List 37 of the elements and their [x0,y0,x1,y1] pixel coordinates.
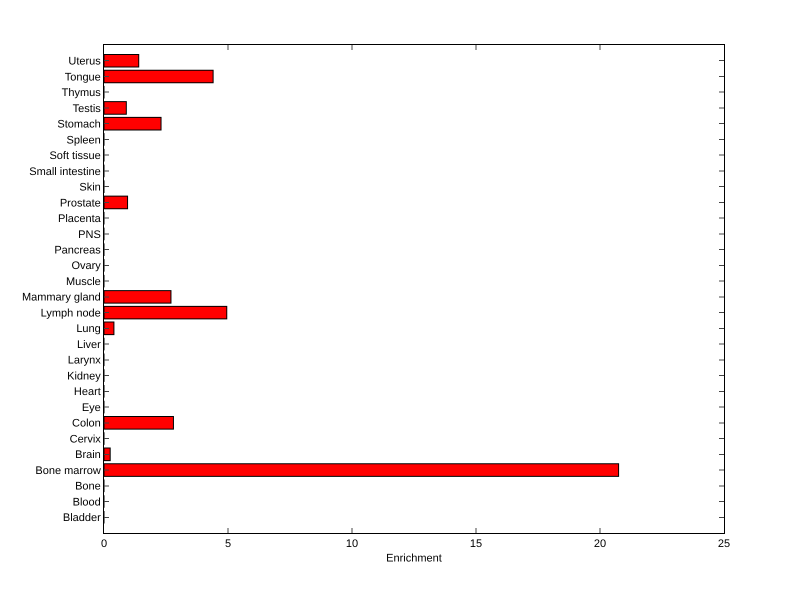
x-axis-title: Enrichment [386,552,442,564]
y-tick-label: Small intestine [29,166,101,178]
y-tick-label: Prostate [60,197,101,210]
y-tick-label: Pancreas [54,244,102,256]
y-tick-label: Uterus [68,56,102,68]
y-tick-label: Spleen [66,134,101,146]
y-tick-label: Brain [75,449,101,462]
y-tick-label: Placenta [58,213,102,226]
x-tick-label: 10 [346,538,358,550]
y-tick-label: Bone marrow [35,464,101,477]
y-tick-label: Soft tissue [49,150,101,162]
x-tick-label: 25 [718,538,730,550]
y-tick-label: Larynx [68,354,102,367]
y-tick-label: Mammary gland [22,292,101,304]
y-tick-label: Colon [72,418,101,430]
y-tick-label: Blood [72,496,101,508]
x-tick-label: 15 [470,538,482,550]
x-tick-label: 20 [594,538,606,550]
y-tick-label: Liver [76,338,102,351]
y-tick-label: Eye [82,402,101,414]
y-tick-label: Cervix [70,433,102,446]
y-tick-label: Muscle [66,276,101,288]
x-tick-label: 0 [100,538,108,550]
y-tick-label: PNS [78,228,101,241]
y-tick-label: Ovary [71,260,102,272]
y-tick-label: Testis [72,102,102,115]
y-tick-label: Heart [74,386,101,398]
y-tick-label: Bladder [62,512,102,524]
y-tick-label: Stomach [57,118,101,131]
y-tick-label: Lymph node [40,307,101,320]
y-tick-label: Skin [79,182,101,194]
x-tick-label: 5 [224,538,232,550]
y-tick-label: Bone [75,480,101,493]
y-tick-label: Thymus [62,87,102,100]
y-tick-label: Lung [76,323,101,336]
y-tick-label: Kidney [67,370,102,382]
y-tick-label: Tongue [64,71,101,84]
